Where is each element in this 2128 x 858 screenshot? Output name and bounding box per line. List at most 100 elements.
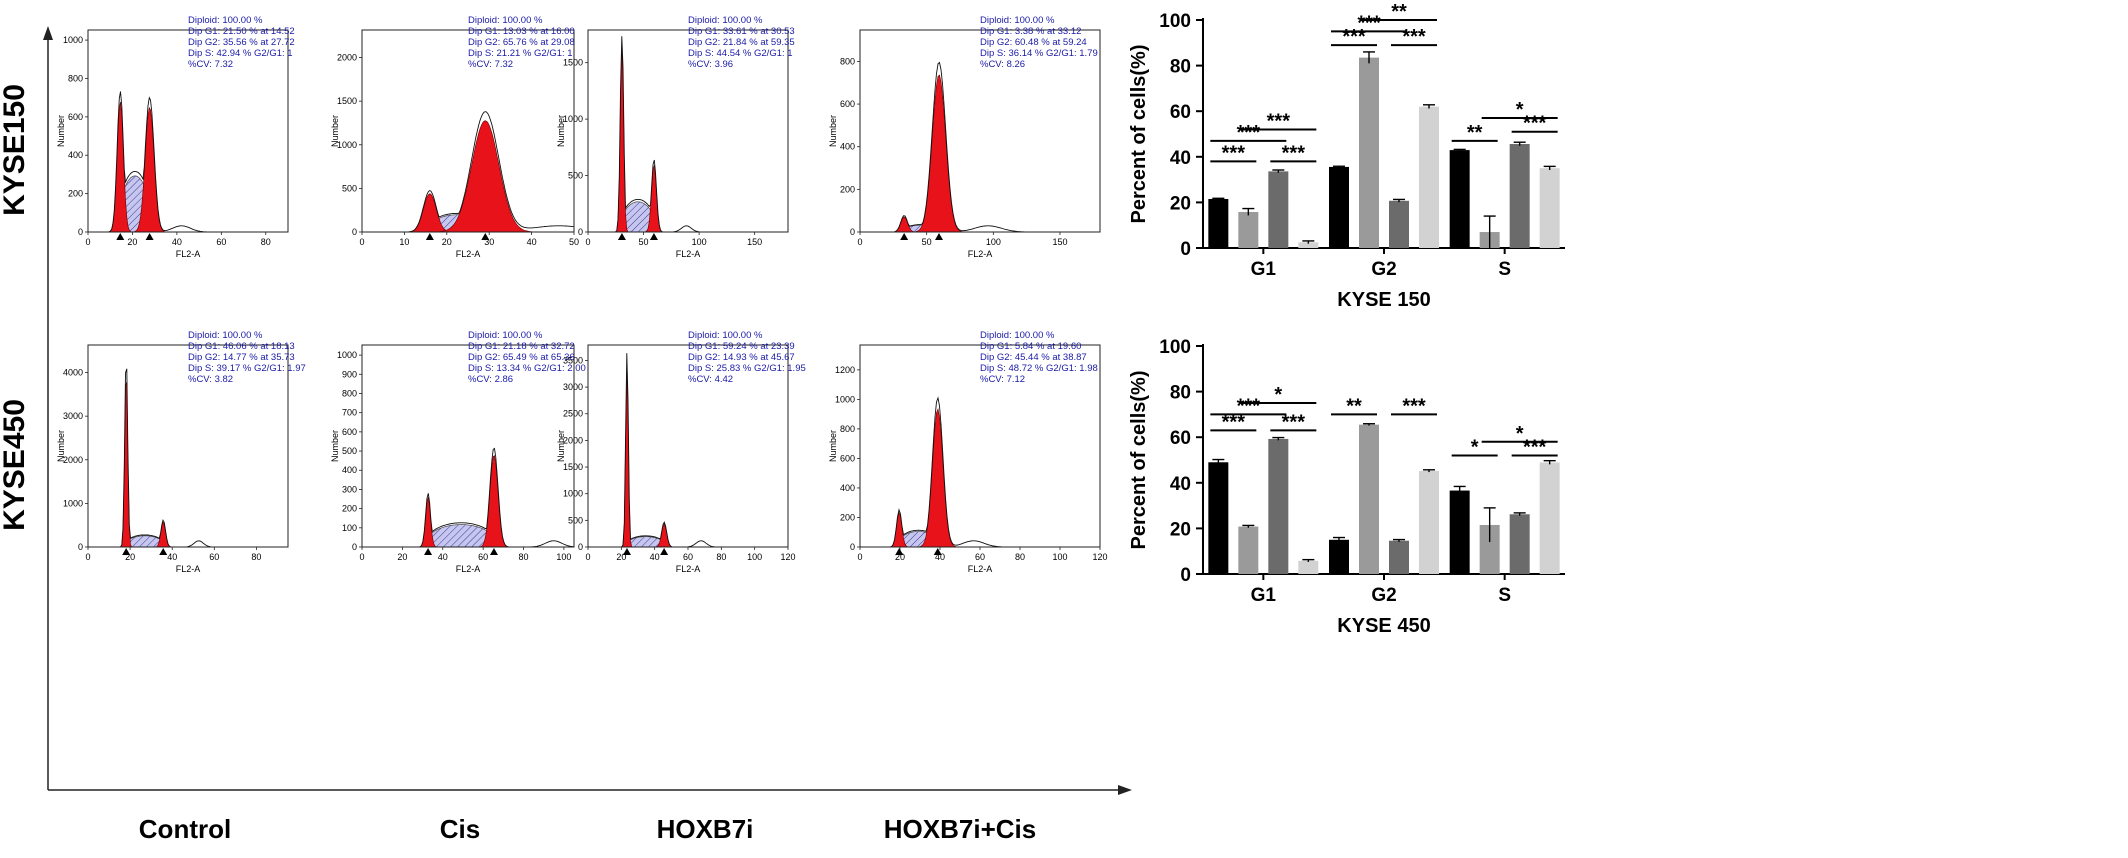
peak-marker <box>622 548 631 555</box>
significance-label: *** <box>1282 411 1306 433</box>
x-tick-label: 20 <box>397 552 407 562</box>
bar <box>1419 470 1439 574</box>
y-tick-label: 2000 <box>63 455 83 465</box>
stats-line: Dip S: 44.54 % G2/G1: 1 <box>688 48 793 59</box>
y-axis-label: Percent of cells(%) <box>1128 45 1150 224</box>
bar <box>1268 171 1289 248</box>
significance-label: *** <box>1222 411 1246 433</box>
y-axis-label: Number <box>56 430 66 462</box>
y-tick-label: 800 <box>342 388 357 398</box>
flow-panel: 0 500 1000 1500 2000 2500 3000 3500 0 20 40 60 80 100… <box>556 330 806 574</box>
stats-line: Dip S: 13.34 % G2/G1: 2.00 <box>468 363 586 374</box>
bar <box>1479 524 1500 574</box>
stats-line: Diploid: 100.00 % <box>468 15 543 26</box>
stats-line: Dip S: 25.83 % G2/G1: 1.95 <box>688 363 806 374</box>
y-tick-label: 800 <box>68 73 83 83</box>
x-tick-label: 60 <box>216 237 226 247</box>
bar <box>1238 211 1259 248</box>
x-tick-label: 20 <box>442 237 452 247</box>
x-tick-label: 0 <box>585 552 590 562</box>
y-axis-label: Number <box>330 115 340 147</box>
x-tick-label: 0 <box>359 552 364 562</box>
bar <box>1449 490 1470 574</box>
x-tick-label: 20 <box>616 552 626 562</box>
peak-marker <box>895 548 904 555</box>
stats-line: Diploid: 100.00 % <box>468 330 543 341</box>
significance-label: * <box>1471 436 1479 458</box>
y-tick-label: 200 <box>342 504 357 514</box>
column-label-hoxb7i-cis: HOXB7i+Cis <box>884 814 1036 844</box>
stats-line: %CV: 2.86 <box>468 374 513 385</box>
stats-line: Dip S: 39.17 % G2/G1: 1.97 <box>188 363 306 374</box>
y-tick-label: 0 <box>78 227 83 237</box>
x-axis-label: FL2-A <box>968 564 993 574</box>
y-tick-label: 40 <box>1170 474 1191 495</box>
plot-frame <box>87 29 289 233</box>
bar <box>1509 144 1530 248</box>
x-tick-label: G1 <box>1251 259 1277 280</box>
y-tick-label: 500 <box>342 446 357 456</box>
x-tick-label: 0 <box>857 237 862 247</box>
x-axis-label: FL2-A <box>176 249 201 259</box>
stats-line: Dip G2: 65.76 % at 29.08 <box>468 37 575 48</box>
x-tick-label: 100 <box>986 237 1001 247</box>
y-tick-label: 1000 <box>63 35 83 45</box>
stats-line: Diploid: 100.00 % <box>980 15 1055 26</box>
y-tick-label: 1000 <box>835 394 855 404</box>
y-tick-label: 0 <box>352 227 357 237</box>
y-axis-label: Number <box>828 430 838 462</box>
stats-line: Dip G1: 21.50 % at 14.52 <box>188 26 295 37</box>
y-tick-label: 0 <box>1180 239 1191 260</box>
stats-line: Dip G1: 46.06 % at 18.13 <box>188 341 295 352</box>
x-tick-label: 50 <box>639 237 649 247</box>
y-tick-label: 1000 <box>563 489 583 499</box>
stats-line: Diploid: 100.00 % <box>188 330 263 341</box>
x-tick-label: 0 <box>857 552 862 562</box>
x-axis-label: FL2-A <box>676 564 701 574</box>
peak-marker <box>489 548 498 555</box>
chart-title: KYSE 150 <box>1337 289 1430 311</box>
y-tick-label: 0 <box>578 542 583 552</box>
stats-line: Dip G1: 13.03 % at 16.00 <box>468 26 575 37</box>
y-tick-label: 0 <box>578 227 583 237</box>
peak-marker <box>617 233 626 240</box>
y-tick-label: 600 <box>840 453 855 463</box>
s-phase-area <box>88 535 288 548</box>
g2-peak <box>860 74 1100 233</box>
column-label-control: Control <box>139 814 231 844</box>
histogram-envelope <box>88 368 288 548</box>
y-tick-label: 80 <box>1170 383 1191 404</box>
flow-panel: 0 200 400 600 800 1000 0 20 40 60 80 FL2-A Number Dip… <box>56 15 295 259</box>
y-tick-label: 1500 <box>337 96 357 106</box>
y-tick-label: 900 <box>342 369 357 379</box>
x-axis-label: FL2-A <box>176 564 201 574</box>
s-phase-area <box>588 536 788 548</box>
y-tick-label: 0 <box>352 542 357 552</box>
significance-label: ** <box>1346 395 1362 417</box>
column-label-cis: Cis <box>440 814 480 844</box>
stats-line: Dip G2: 65.49 % at 65.36 <box>468 352 575 363</box>
x-tick-label: 150 <box>1052 237 1067 247</box>
x-tick-label: 40 <box>172 237 182 247</box>
y-tick-label: 0 <box>1180 565 1191 586</box>
x-tick-label: 0 <box>585 237 590 247</box>
y-tick-label: 60 <box>1170 428 1191 449</box>
s-phase-area <box>362 524 574 548</box>
stats-line: Dip G2: 14.93 % at 45.67 <box>688 352 795 363</box>
x-axis-label: FL2-A <box>968 249 993 259</box>
y-tick-label: 3500 <box>563 355 583 365</box>
plot-frame <box>361 344 575 548</box>
x-tick-label: 100 <box>1052 552 1067 562</box>
x-tick-label: 120 <box>1092 552 1107 562</box>
peak-marker <box>481 233 490 240</box>
y-tick-label: 400 <box>342 465 357 475</box>
y-tick-label: 200 <box>68 189 83 199</box>
g1-peak <box>588 367 788 548</box>
x-tick-label: G2 <box>1371 259 1396 280</box>
x-tick-label: 150 <box>747 237 762 247</box>
bar <box>1419 106 1439 248</box>
